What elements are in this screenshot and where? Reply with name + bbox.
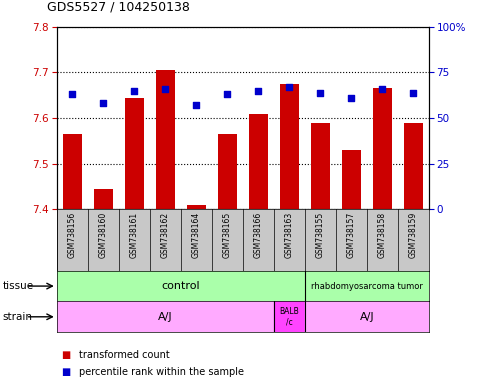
Bar — [342, 150, 361, 209]
Bar — [280, 84, 299, 209]
Text: ■: ■ — [62, 350, 71, 360]
Text: strain: strain — [2, 312, 33, 322]
Text: GSM738158: GSM738158 — [378, 212, 387, 258]
Text: percentile rank within the sample: percentile rank within the sample — [79, 367, 244, 377]
Text: GSM738166: GSM738166 — [254, 212, 263, 258]
Bar — [218, 134, 237, 209]
Point — [99, 101, 107, 107]
Point — [317, 89, 324, 96]
Bar — [249, 114, 268, 209]
Point — [379, 86, 387, 92]
Bar — [274, 301, 305, 332]
Bar — [156, 70, 175, 209]
Text: BALB
/c: BALB /c — [280, 307, 299, 326]
Text: A/J: A/J — [158, 312, 173, 322]
Text: GSM738164: GSM738164 — [192, 212, 201, 258]
Text: GSM738156: GSM738156 — [68, 212, 77, 258]
Bar — [57, 271, 305, 301]
Point — [68, 91, 76, 98]
Point — [285, 84, 293, 90]
Bar — [57, 301, 274, 332]
Bar — [373, 88, 391, 209]
Text: ■: ■ — [62, 367, 71, 377]
Bar — [404, 122, 423, 209]
Text: GSM738159: GSM738159 — [409, 212, 418, 258]
Bar — [125, 98, 143, 209]
Text: GSM738157: GSM738157 — [347, 212, 356, 258]
Point — [254, 88, 262, 94]
Bar — [305, 271, 429, 301]
Text: GSM738162: GSM738162 — [161, 212, 170, 258]
Text: rhabdomyosarcoma tumor: rhabdomyosarcoma tumor — [311, 281, 423, 291]
Point — [348, 95, 355, 101]
Point — [192, 102, 200, 108]
Point — [223, 91, 231, 98]
Text: transformed count: transformed count — [79, 350, 170, 360]
Text: GSM738165: GSM738165 — [223, 212, 232, 258]
Point — [161, 86, 169, 92]
Bar — [311, 122, 330, 209]
Text: tissue: tissue — [2, 281, 34, 291]
Text: GSM738160: GSM738160 — [99, 212, 108, 258]
Point — [130, 88, 138, 94]
Text: A/J: A/J — [359, 312, 374, 322]
Bar — [63, 134, 81, 209]
Point — [410, 89, 418, 96]
Text: GSM738155: GSM738155 — [316, 212, 325, 258]
Bar — [305, 301, 429, 332]
Text: GDS5527 / 104250138: GDS5527 / 104250138 — [47, 0, 190, 13]
Text: GSM738163: GSM738163 — [285, 212, 294, 258]
Text: control: control — [161, 281, 200, 291]
Bar — [187, 205, 206, 209]
Bar — [94, 189, 112, 209]
Text: GSM738161: GSM738161 — [130, 212, 139, 258]
